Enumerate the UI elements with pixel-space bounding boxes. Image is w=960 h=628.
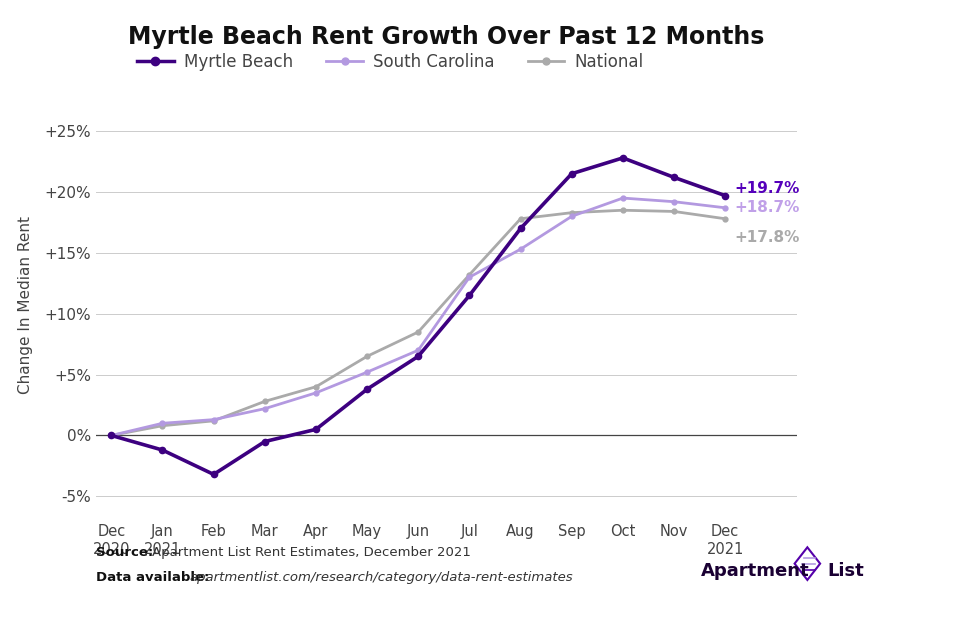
Text: Data available:: Data available: [96, 571, 209, 584]
Title: Myrtle Beach Rent Growth Over Past 12 Months: Myrtle Beach Rent Growth Over Past 12 Mo… [129, 25, 764, 49]
Text: Apartment List Rent Estimates, December 2021: Apartment List Rent Estimates, December … [152, 546, 470, 559]
Text: apartmentlist.com/research/category/data-rent-estimates: apartmentlist.com/research/category/data… [189, 571, 573, 584]
Text: Jan
2021: Jan 2021 [144, 524, 181, 556]
Text: Jun: Jun [407, 524, 430, 539]
Text: Mar: Mar [251, 524, 278, 539]
Y-axis label: Change In Median Rent: Change In Median Rent [18, 215, 34, 394]
Text: Apr: Apr [303, 524, 328, 539]
Text: +17.8%: +17.8% [734, 229, 800, 244]
Text: Oct: Oct [611, 524, 636, 539]
Text: Dec
2021: Dec 2021 [707, 524, 744, 556]
Legend: Myrtle Beach, South Carolina, National: Myrtle Beach, South Carolina, National [131, 46, 650, 77]
Text: List: List [828, 563, 864, 580]
Text: Apartment: Apartment [701, 563, 809, 580]
Text: +19.7%: +19.7% [734, 181, 800, 196]
Text: May: May [352, 524, 382, 539]
Text: Sep: Sep [558, 524, 586, 539]
Text: +18.7%: +18.7% [734, 200, 800, 215]
Text: Aug: Aug [506, 524, 535, 539]
Text: Jul: Jul [461, 524, 478, 539]
Text: Nov: Nov [660, 524, 688, 539]
Text: Source:: Source: [96, 546, 154, 559]
Text: Dec
2020: Dec 2020 [92, 524, 131, 556]
Text: Feb: Feb [201, 524, 227, 539]
